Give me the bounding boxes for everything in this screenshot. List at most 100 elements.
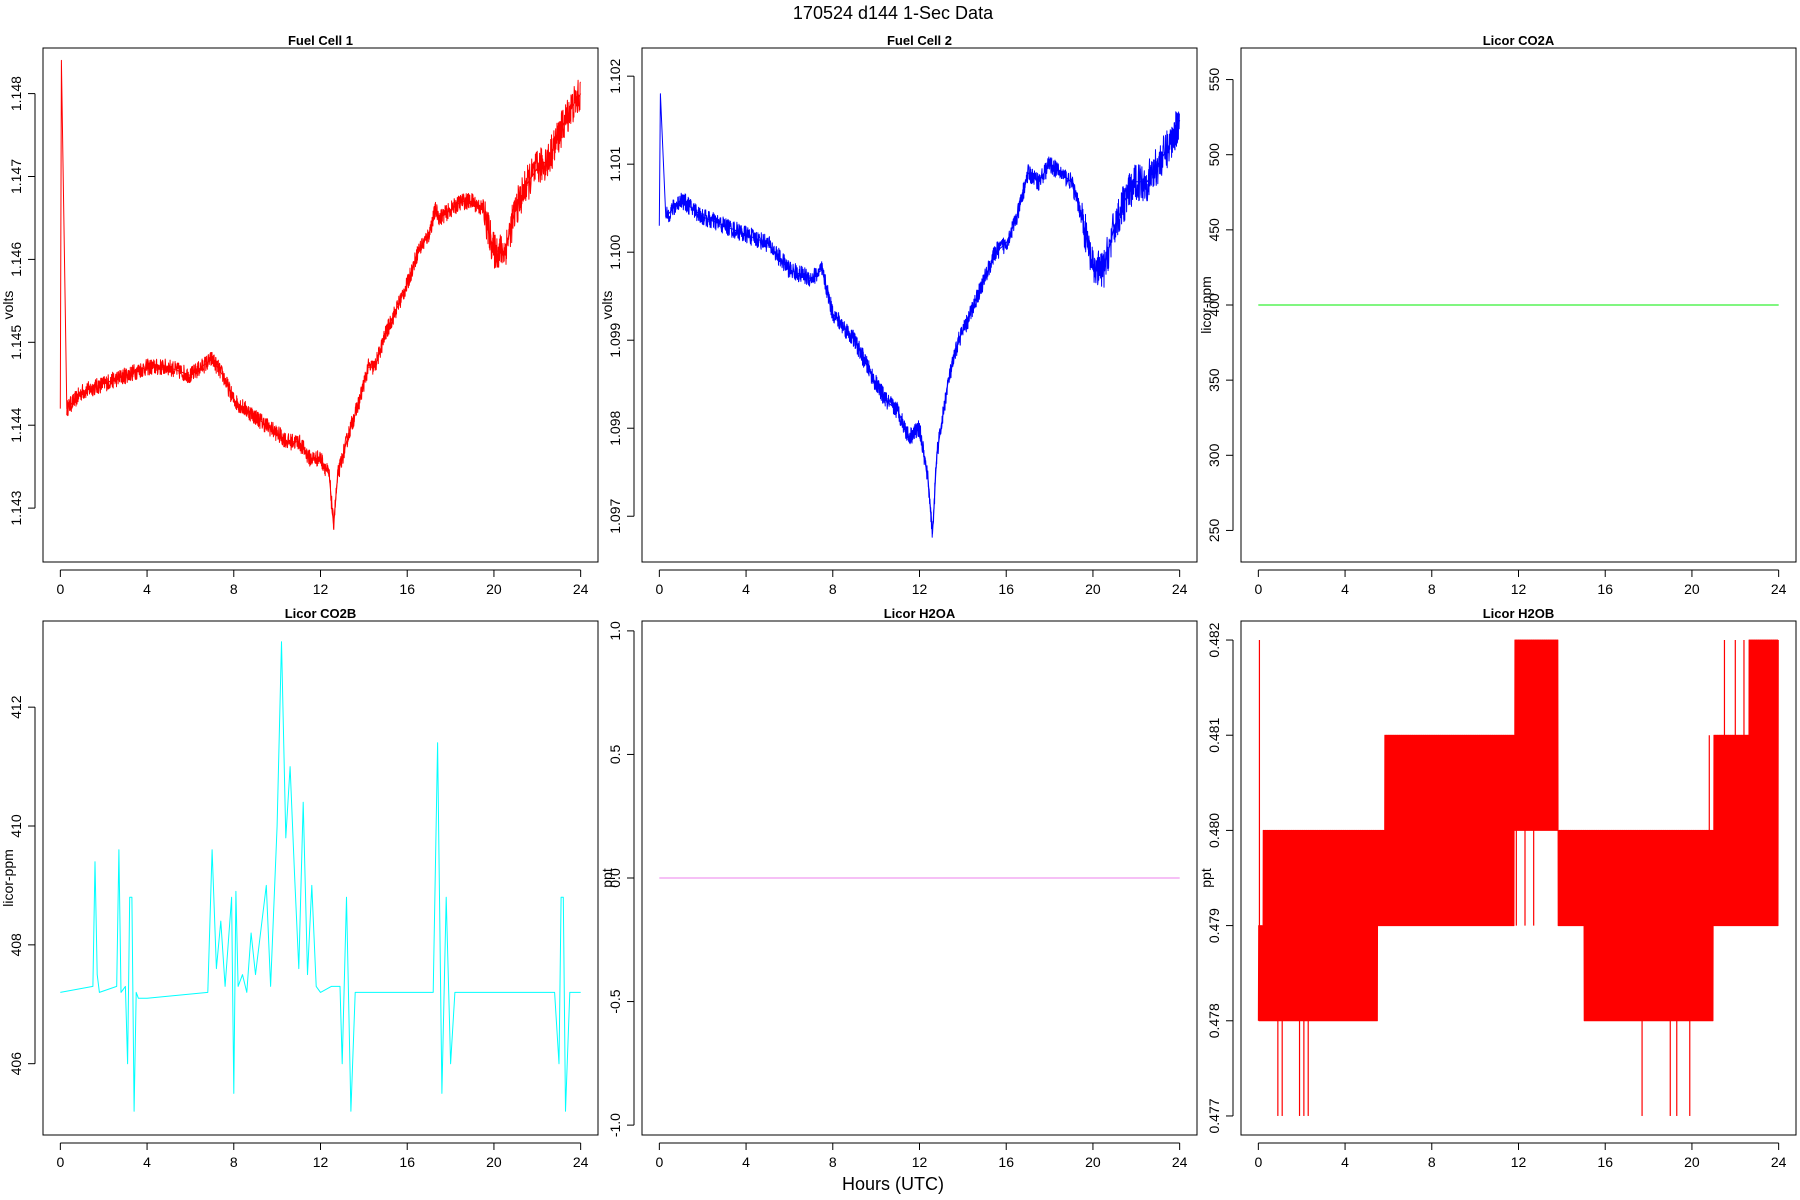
x-tick-label: 8 <box>829 581 837 597</box>
x-tick-label: 16 <box>399 1154 415 1170</box>
x-tick-label: 24 <box>1172 581 1188 597</box>
y-tick-label: 410 <box>8 814 24 838</box>
x-tick-label: 24 <box>573 1154 589 1170</box>
chart-panel: Licor CO2A 0 4 8 12 16 20 24 250 300 350 400 450 500 5… <box>1198 33 1797 597</box>
x-tick-label: 24 <box>1771 1154 1787 1170</box>
x-tick-label: 4 <box>143 581 151 597</box>
x-tick-label: 20 <box>1085 581 1101 597</box>
figure-title: 170524 d144 1-Sec Data <box>793 3 994 23</box>
x-tick-label: 12 <box>912 581 928 597</box>
x-tick-label: 8 <box>230 581 238 597</box>
y-tick-label: 0.478 <box>1206 1003 1222 1038</box>
plot-area <box>658 93 1181 538</box>
chart-panel: Licor CO2B 0 4 8 12 16 20 24 406 408 410 412 licor-p… <box>0 606 599 1170</box>
panel-title: Licor CO2A <box>1483 33 1555 48</box>
plot-frame <box>1240 620 1797 1136</box>
x-tick-label: 0 <box>655 581 663 597</box>
y-tick-label: 1.101 <box>607 146 623 181</box>
x-tick-label: 12 <box>1511 581 1527 597</box>
plot-frame <box>641 47 1198 563</box>
y-tick-label: 1.147 <box>8 159 24 194</box>
plot-frame <box>42 47 599 563</box>
y-tick-label: 406 <box>8 1052 24 1076</box>
x-tick-label: 16 <box>998 1154 1014 1170</box>
chart-panel: Licor H2OA 0 4 8 12 16 20 24 -1.0 -0.5 0.0 0.5 1.0 pp… <box>599 606 1198 1170</box>
x-tick-label: 20 <box>1684 1154 1700 1170</box>
y-tick-label: 0.481 <box>1206 717 1222 752</box>
x-tick-label: 16 <box>998 581 1014 597</box>
series-line <box>658 93 1181 535</box>
x-tick-label: 20 <box>1684 581 1700 597</box>
x-tick-label: 16 <box>399 581 415 597</box>
chart-panel: Fuel Cell 2 0 4 8 12 16 20 24 1.097 1.098 1.099 1.1… <box>599 33 1198 597</box>
x-tick-label: 8 <box>1428 581 1436 597</box>
y-tick-label: -1.0 <box>607 1113 623 1137</box>
chart-panel: Licor H2OB 0 4 8 12 16 20 24 0.477 0.478 0.479 0.48… <box>1198 606 1797 1170</box>
y-tick-label: 0.480 <box>1206 813 1222 848</box>
plot-area <box>59 59 582 530</box>
series-line <box>59 59 582 526</box>
plot-frame <box>1240 47 1797 563</box>
x-tick-label: 0 <box>56 1154 64 1170</box>
y-axis-label: ppt <box>599 868 615 888</box>
y-tick-label: 1.102 <box>607 58 623 93</box>
x-tick-label: 4 <box>1341 581 1349 597</box>
y-tick-label: 1.146 <box>8 242 24 277</box>
panel-title: Licor H2OB <box>1483 606 1555 621</box>
panel-title: Fuel Cell 1 <box>288 33 353 48</box>
y-tick-label: 550 <box>1206 68 1222 92</box>
x-tick-label: 0 <box>1254 581 1262 597</box>
y-tick-label: 1.143 <box>8 490 24 525</box>
y-tick-label: 1.145 <box>8 325 24 360</box>
x-tick-label: 4 <box>143 1154 151 1170</box>
y-tick-label: 1.148 <box>8 76 24 111</box>
y-tick-label: 500 <box>1206 143 1222 167</box>
y-tick-label: 400 <box>1206 293 1222 317</box>
y-tick-label: 1.098 <box>607 410 623 445</box>
x-tick-label: 16 <box>1597 1154 1613 1170</box>
y-tick-label: 0.0 <box>607 868 623 888</box>
series-line <box>1257 639 1779 1022</box>
y-axis-label: ppt <box>1198 868 1214 888</box>
x-tick-label: 0 <box>1254 1154 1262 1170</box>
plot-frame <box>42 620 599 1136</box>
y-tick-label: 1.097 <box>607 499 623 534</box>
x-tick-label: 8 <box>230 1154 238 1170</box>
panel-title: Licor H2OA <box>884 606 956 621</box>
y-tick-label: 0.482 <box>1206 622 1222 657</box>
y-tick-label: 1.144 <box>8 407 24 442</box>
y-tick-label: 250 <box>1206 519 1222 543</box>
panel-title: Fuel Cell 2 <box>887 33 952 48</box>
x-tick-label: 8 <box>829 1154 837 1170</box>
y-tick-label: 408 <box>8 933 24 957</box>
x-tick-label: 4 <box>1341 1154 1349 1170</box>
x-tick-label: 20 <box>1085 1154 1101 1170</box>
x-tick-label: 20 <box>486 581 502 597</box>
y-tick-label: 0.5 <box>607 745 623 765</box>
y-tick-label: 450 <box>1206 218 1222 242</box>
series-line <box>60 641 581 1112</box>
y-axis-label: licor-ppm <box>0 849 16 907</box>
panel-title: Licor CO2B <box>285 606 357 621</box>
y-axis-label: volts <box>0 291 16 320</box>
x-tick-label: 20 <box>486 1154 502 1170</box>
plot-area <box>1257 639 1779 1116</box>
x-tick-label: 16 <box>1597 581 1613 597</box>
series-noise <box>665 111 1180 538</box>
panels: Fuel Cell 1 0 4 8 12 16 20 24 1.143 1.144 1.145 1.1… <box>0 33 1797 1170</box>
series-noise <box>66 79 581 530</box>
plot-frame <box>641 620 1198 1136</box>
x-tick-label: 24 <box>573 581 589 597</box>
x-tick-label: 4 <box>742 581 750 597</box>
x-tick-label: 4 <box>742 1154 750 1170</box>
x-tick-label: 0 <box>655 1154 663 1170</box>
common-x-axis-label: Hours (UTC) <box>842 1174 944 1194</box>
y-tick-label: 412 <box>8 695 24 719</box>
y-axis-label: volts <box>599 291 615 320</box>
x-tick-label: 12 <box>313 581 329 597</box>
y-tick-label: 0.477 <box>1206 1098 1222 1133</box>
x-tick-label: 12 <box>912 1154 928 1170</box>
x-tick-label: 12 <box>1511 1154 1527 1170</box>
y-tick-label: 350 <box>1206 368 1222 392</box>
